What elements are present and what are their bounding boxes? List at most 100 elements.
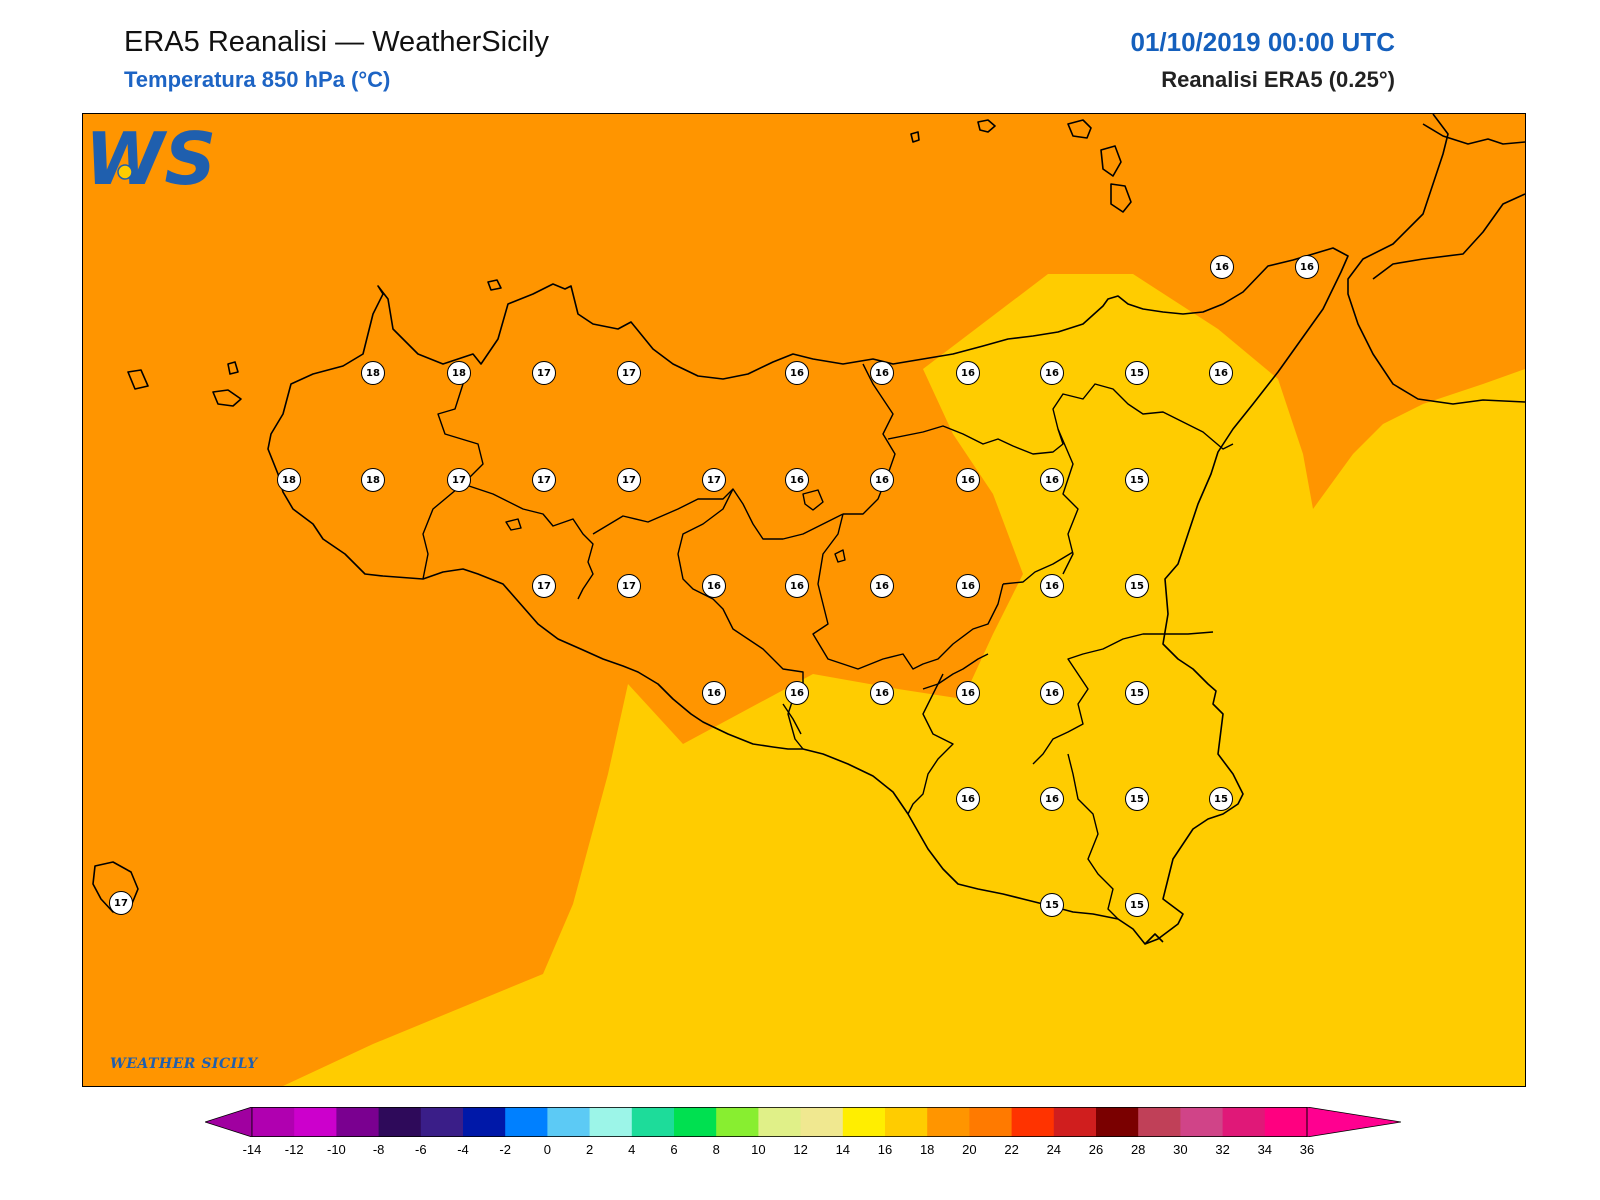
- weathersicily-logo: WS: [85, 117, 216, 201]
- station-value: 16: [956, 361, 980, 385]
- colorbar-segment: [1138, 1107, 1181, 1137]
- station-value: 15: [1125, 681, 1149, 705]
- border-caltanissetta-ragusa: [907, 673, 954, 815]
- station-value: 15: [1125, 787, 1149, 811]
- station-value: 17: [617, 574, 641, 598]
- station-value: 16: [956, 574, 980, 598]
- colorbar-segment: [336, 1107, 380, 1137]
- border-messina-enna: [887, 425, 1064, 455]
- border-catania-siracusa: [1032, 631, 1214, 765]
- colorbar-tick-label: 16: [877, 1142, 893, 1157]
- border-messina-catania: [1052, 383, 1234, 450]
- colorbar-segment: [800, 1107, 844, 1137]
- border-agrigento-islands: [782, 703, 802, 735]
- station-value: 16: [870, 361, 894, 385]
- colorbar-segment: [674, 1107, 717, 1137]
- station-value: 16: [785, 574, 809, 598]
- station-value: 18: [361, 468, 385, 492]
- station-value: 16: [785, 361, 809, 385]
- colorbar-tick-label: 8: [712, 1142, 720, 1157]
- colorbar-segment: [252, 1107, 295, 1137]
- station-value: 18: [277, 468, 301, 492]
- colorbar-segment: [547, 1107, 591, 1137]
- island-vulcano: [1110, 183, 1132, 213]
- colorbar-frame: [251, 1107, 1308, 1137]
- colorbar-tick-label: 0: [543, 1142, 552, 1157]
- chart-title: ERA5 Reanalisi — WeatherSicily: [124, 26, 549, 58]
- station-value: 15: [1125, 468, 1149, 492]
- colorbar-over-arrow: [1306, 1107, 1401, 1137]
- island-ustica: [487, 279, 502, 291]
- colorbar-segment: [378, 1107, 422, 1137]
- colorbar: [205, 1107, 1401, 1137]
- colorbar-tick-label: 20: [962, 1142, 977, 1157]
- colorbar-tick-label: 4: [628, 1142, 636, 1157]
- colorbar-tick-label: -6: [415, 1142, 427, 1157]
- station-value: 15: [1125, 574, 1149, 598]
- station-value: 17: [532, 468, 556, 492]
- colorbar-segment: [1264, 1107, 1308, 1137]
- colorbar-tick-label: 22: [1004, 1142, 1019, 1157]
- island-alicudi: [910, 131, 920, 143]
- station-value: 15: [1209, 787, 1233, 811]
- colorbar-tick-label: -10: [326, 1142, 346, 1157]
- chart-subtitle: Temperatura 850 hPa (°C): [124, 67, 391, 92]
- temperature-map[interactable]: 18 18 17 17 16 16 16 16 15 16 16 16 18 18 17 17 17 17 16 16…: [82, 113, 1526, 1087]
- colorbar-tick-label: 2: [585, 1142, 594, 1157]
- colorbar-segment: [716, 1107, 759, 1137]
- station-value: 16: [1040, 787, 1064, 811]
- station-value: 15: [1040, 893, 1064, 917]
- data-source: Reanalisi ERA5 (0.25°): [1161, 67, 1395, 92]
- station-value: 16: [956, 468, 980, 492]
- colorbar-tick-label: 34: [1257, 1142, 1273, 1157]
- colorbar-tick-label: 36: [1299, 1142, 1315, 1157]
- colorbar-segment: [631, 1107, 675, 1137]
- colorbar-under-arrow: [205, 1107, 253, 1137]
- colorbar-tick-label: 12: [793, 1142, 808, 1157]
- border-trapani-palermo: [422, 363, 484, 580]
- logo-caption: WEATHER SICILY: [110, 1056, 258, 1072]
- colorbar-tick-label: 14: [835, 1142, 851, 1157]
- colorbar-segment: [505, 1107, 548, 1137]
- station-value: 15: [1125, 893, 1149, 917]
- island-marettimo: [127, 369, 149, 390]
- colorbar-tick-label: 10: [751, 1142, 766, 1157]
- colorbar-segment: [1011, 1107, 1055, 1137]
- colorbar-tick-label: -14: [242, 1142, 262, 1157]
- station-value: 16: [1040, 681, 1064, 705]
- colorbar-tick-label: 18: [919, 1142, 935, 1157]
- colorbar-tick-label: -12: [284, 1142, 304, 1157]
- logo-letters: WS: [85, 117, 216, 201]
- station-value: 16: [702, 574, 726, 598]
- colorbar-segment: [1096, 1107, 1139, 1137]
- border-palermo-caltanissetta: [592, 488, 844, 540]
- colorbar-tick-label: 32: [1215, 1142, 1230, 1157]
- station-value: 16: [1040, 361, 1064, 385]
- colorbar-tick-label: 28: [1130, 1142, 1146, 1157]
- calabria-tip: [1422, 123, 1525, 145]
- colorbar-tick-label: 6: [670, 1142, 678, 1157]
- colorbar-segment: [1180, 1107, 1224, 1137]
- island-levanzo: [227, 361, 239, 375]
- yellow-temperature-zone: [283, 274, 1525, 1086]
- station-value: 15: [1125, 361, 1149, 385]
- colorbar-segment: [463, 1107, 506, 1137]
- station-value: 16: [785, 468, 809, 492]
- station-value: 16: [870, 468, 894, 492]
- island-salina: [1067, 119, 1092, 139]
- colorbar-segment: [1222, 1107, 1266, 1137]
- calabria-coast: [1347, 114, 1525, 405]
- border-ragusa-catania: [922, 653, 989, 690]
- enclave-caltanissetta: [834, 549, 846, 563]
- map-layers: [92, 114, 1525, 1086]
- station-value: 17: [617, 468, 641, 492]
- border-palermo-agrigento: [462, 483, 594, 600]
- colorbar-tick-label: 26: [1088, 1142, 1104, 1157]
- colorbar-segment: [294, 1107, 337, 1137]
- sun-icon: [117, 164, 133, 180]
- enclave-enna: [802, 489, 824, 511]
- enclave-palermo: [505, 518, 522, 531]
- station-value: 16: [1210, 255, 1234, 279]
- colorbar-segment: [885, 1107, 928, 1137]
- station-value: 16: [870, 574, 894, 598]
